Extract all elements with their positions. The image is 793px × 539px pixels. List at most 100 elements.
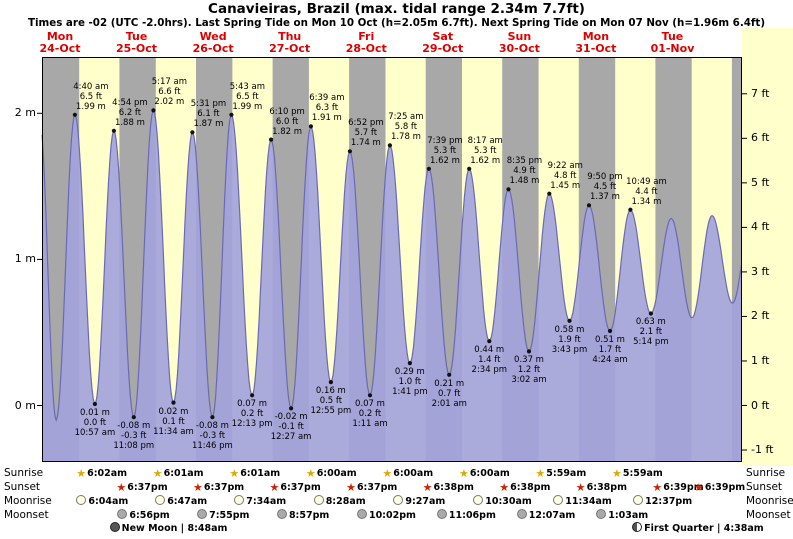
new-moon-icon [109,522,120,532]
row-label-sunrise-left: Sunrise [4,467,44,479]
row-label-moonrise-left: Moonrise [4,495,52,507]
sunset-entry: ★6:39pm [694,481,745,494]
low-tide-label: -0.08 m -0.3 ft 11:08 pm [111,421,157,451]
day-date: 24-Oct [39,41,81,55]
tide-height-m: 1.37 m [590,192,620,203]
tide-area [42,110,742,462]
sunset-entry: ★6:39pm [652,481,703,494]
tide-height-m: 0.07 m [237,399,268,410]
moonrise-icon [155,495,166,505]
moonset-icon [596,509,607,519]
high-tide-label: 5:17 am 6.6 ft 2.02 m [146,77,192,107]
sunset-time: 6:38pm [433,482,474,493]
moonset-time: 10:02pm [368,510,416,521]
day-label: Sun 30-Oct [489,31,549,54]
row-label-sunset-right: Sunset [746,481,783,493]
sunset-time: 6:37pm [203,482,245,493]
tide-extreme-dot [447,372,452,377]
tide-height-m: 1.99 m [75,101,106,112]
tide-extreme-dot [547,191,552,196]
page-title: Canavieiras, Brazil (max. tidal range 2.… [208,1,585,17]
tide-extreme-dot [506,187,511,192]
chart-subtitle: Times are -02 (UTC -2.0hrs). Last Spring… [27,17,766,29]
sunrise-time: 6:00am [469,468,510,479]
moonrise-entry: 9:27am [393,495,445,508]
sunrise-entry: ★5:59am [535,467,586,480]
tide-height-m: 0.16 m [315,386,346,397]
tide-time: 3:02 am [511,375,547,386]
tide-extreme-dot [328,380,333,385]
moon-phase-event: First Quarter | 4:38am [632,522,764,535]
tide-height-m: 0.01 m [79,408,110,419]
high-tide-label: 7:25 am 5.8 ft 1.78 m [383,112,429,142]
plot-frame [42,57,742,462]
tide-time: 5:43 am [229,81,265,92]
day-of-week: Sat [432,30,454,43]
sunset-entry: ★6:38pm [423,481,474,494]
moonset-entry: 1:03am [596,509,648,522]
day-date: 28-Oct [345,41,387,55]
sunset-time: 6:37pm [356,482,398,493]
tide-extreme-dot [387,143,392,148]
tide-extreme-dot [367,393,373,398]
feet-axis-label: 3 ft [751,264,770,278]
low-tide-label: 0.07 m 0.2 ft 1:11 am [347,399,393,429]
tide-height-ft: 6.5 ft [236,91,259,102]
tide-height-m: 0.29 m [394,367,425,378]
tide-height-m: 0.58 m [554,324,585,335]
tide-height-ft: 1.9 ft [558,334,581,345]
day-label: Thu 27-Oct [260,31,320,54]
moonset-icon [436,509,447,519]
sunset-entry: ★6:38pm [576,481,627,494]
day-label: Mon 24-Oct [30,31,90,54]
sunrise-entry: ★6:01am [229,467,280,480]
moonrise-icon [313,495,324,505]
tide-extreme-dot [92,401,97,407]
moonset-entry: 12:07am [516,509,575,522]
tide-height-m: 1.78 m [390,132,421,143]
moonset-icon [117,509,128,519]
meter-axis-label: 0 m [14,398,36,412]
low-tide-label: 0.29 m 1.0 ft 1:41 pm [387,367,433,397]
moonrise-time: 9:27am [405,496,446,507]
feet-axis-label: -1 ft [751,443,774,457]
tide-time: 4:54 pm [112,97,148,108]
tide-height-ft: 0.0 ft [83,418,107,429]
high-tide-label: 5:31 pm 6.1 ft 1.87 m [185,99,231,129]
tide-height-ft: 1.0 ft [398,377,422,388]
sunset-entry: ★6:37pm [116,481,167,494]
tide-time: 5:14 pm [633,337,669,348]
sunset-icon: ★ [652,481,663,494]
tide-extreme-dot [426,166,431,171]
high-tide-label: 8:17 am 5.3 ft 1.62 m [462,136,508,166]
moonset-icon [356,509,367,519]
day-label: Tue 01-Nov [642,31,702,54]
tide-time: 11:34 am [153,426,194,437]
high-tide-label: 7:39 pm 5.3 ft 1.62 m [422,136,468,166]
moonset-time: 1:03am [608,510,649,521]
day-label: Fri 28-Oct [336,31,396,54]
tide-extreme-dot [210,415,215,420]
tide-time: 6:52 pm [348,118,384,129]
sunset-time: 6:37pm [127,482,168,493]
tide-height-m: 1.34 m [631,196,662,207]
tide-curve-line [41,109,742,423]
tide-height-ft: 0.2 ft [358,409,382,420]
tide-height-ft: 6.0 ft [275,116,299,127]
moonset-icon [197,509,208,519]
moonrise-icon [76,495,87,505]
tide-height-m: -0.02 m [274,412,308,423]
tide-height-ft: 6.2 ft [118,107,142,118]
sunset-entry: ★6:37pm [346,481,397,494]
tide-height-ft: 5.8 ft [394,122,418,133]
day-of-week: Wed [199,30,227,43]
sunset-icon: ★ [269,481,280,494]
low-tide-label: 0.01 m 0.0 ft 10:57 am [72,408,118,438]
moonrise-entry: 6:04am [76,495,128,508]
high-tide-label: 8:35 pm 4.9 ft 1.48 m [501,156,547,186]
sunrise-entry: ★5:59am [612,467,663,480]
moonset-entry: 11:06pm [436,509,496,522]
tide-height-ft: 5.3 ft [433,145,457,156]
tide-extreme-dot [229,112,234,117]
tide-height-ft: 4.5 ft [593,182,617,193]
